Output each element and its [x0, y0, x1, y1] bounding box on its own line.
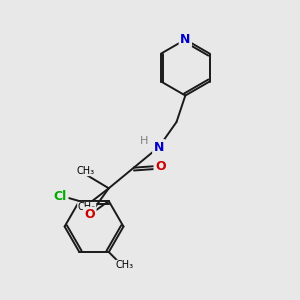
Text: CH₃: CH₃	[78, 202, 96, 212]
Text: N: N	[180, 33, 190, 46]
Text: Cl: Cl	[54, 190, 67, 203]
Text: H: H	[140, 136, 148, 146]
Text: O: O	[155, 160, 166, 173]
Text: CH₃: CH₃	[76, 166, 94, 176]
Text: N: N	[154, 141, 164, 154]
Text: O: O	[84, 208, 95, 221]
Text: CH₃: CH₃	[116, 260, 134, 270]
